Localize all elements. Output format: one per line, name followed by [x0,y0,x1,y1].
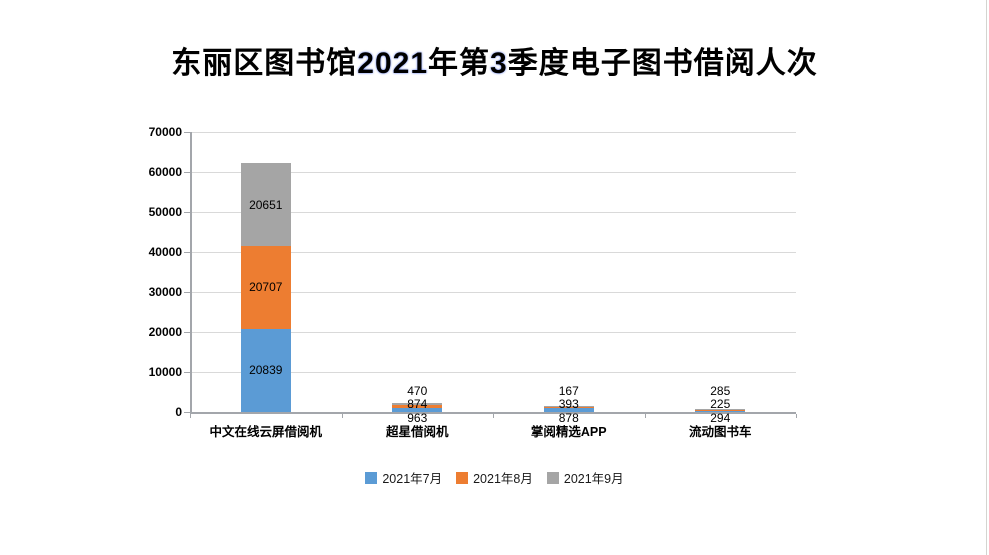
bar-data-label: 470 [407,384,428,398]
bar-segment [240,245,291,329]
x-axis-tick [493,414,494,418]
y-axis-tick [184,332,190,333]
legend-swatch [365,471,378,484]
y-axis-tick [184,172,190,173]
bar-data-label: 20707 [249,280,283,295]
x-axis-tick [644,414,646,418]
y-gridline [190,212,796,213]
right-edge-border [986,0,987,555]
y-axis-tick-label: 0 [175,405,182,419]
legend-swatch [456,471,469,484]
x-axis-tick [341,414,343,418]
y-axis-tick [184,372,190,373]
bar-segment [240,328,291,412]
y-axis-tick [184,292,190,293]
bar-segment [543,406,594,407]
legend-item: 2021年8月 [456,468,533,487]
y-gridline [190,332,796,333]
x-axis-tick [796,414,797,418]
bar-segment [392,404,443,409]
x-axis-category-label: 超星借阅机 [385,425,449,439]
bar-data-label: 167 [558,384,579,398]
x-axis-category-label: 掌阅精选APP [530,425,607,439]
x-axis-category-label: 流动图书车 [688,425,752,439]
x-axis-line [190,412,796,414]
bar-data-label: 874 [407,397,428,411]
bar-data-label: 225 [710,397,731,411]
x-axis-category-label: 中文在线云屏借阅机 [209,425,322,439]
bar-data-label: 963 [407,411,428,425]
y-axis-tick-label: 40000 [148,245,182,259]
bar-data-label: 20651 [249,197,283,212]
bar-segment [695,409,746,411]
title-segment: 年第 [428,47,491,80]
bar-data-label: 393 [558,397,579,411]
title-segment: 东丽区图书馆 [171,47,358,80]
legend-item: 2021年9月 [546,468,624,487]
y-gridline [190,132,796,133]
bar-segment [695,408,746,410]
bar-segment [543,406,594,409]
bar-segment [543,408,594,412]
legend-swatch [546,471,559,484]
y-axis-tick [184,252,190,253]
bar-segment [695,410,746,412]
title-segment: 2021 [357,47,429,80]
y-axis-tick-label: 20000 [148,325,182,339]
y-axis-line [190,132,192,414]
legend-label: 2021年8月 [473,472,533,486]
y-axis-tick-label: 10000 [148,365,182,379]
y-gridline [190,172,796,173]
y-axis-tick-label: 50000 [148,205,182,219]
legend-label: 2021年7月 [382,472,443,486]
y-gridline [190,372,796,373]
y-axis-tick-label: 70000 [148,125,182,139]
bar-data-label: 878 [558,411,579,425]
bar-segment [240,163,291,246]
y-axis-tick [184,412,190,413]
bar-data-label: 285 [710,384,731,398]
y-gridline [190,252,796,253]
legend-label: 2021年9月 [563,472,624,486]
y-gridline [190,292,796,293]
legend: 2021年7月 2021年8月 2021年9月 [0,468,989,487]
bar-segment [392,408,443,412]
bar-data-label: 20839 [249,363,283,378]
bar-data-label: 294 [710,411,731,425]
x-axis-tick [190,414,191,418]
legend-item: 2021年7月 [365,468,442,487]
title-segment: 季度电子图书借阅人次 [507,47,818,80]
y-axis-tick [184,212,190,213]
y-axis-tick [184,132,190,133]
y-axis-tick-label: 30000 [148,285,182,299]
title-segment: 3 [490,47,508,80]
chart-title: 东丽区图书馆2021年第3季度电子图书借阅人次 [0,38,989,82]
y-axis-tick-label: 60000 [148,165,182,179]
bar-segment [392,402,443,405]
